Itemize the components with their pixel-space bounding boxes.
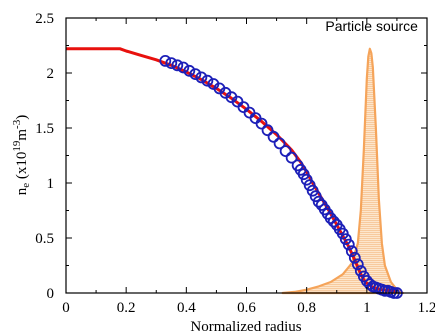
x-tick-label: 0.6 [237,300,256,316]
x-tick-label: 1.2 [418,300,435,316]
x-tick-label: 0.4 [177,300,196,316]
x-tick-label: 0.2 [117,300,136,316]
data-point [345,245,358,258]
data-point [312,195,325,208]
data-point [177,61,190,74]
y-tick-label: 2 [47,66,55,82]
data-point [285,151,298,164]
y-tick-label: 1 [47,176,55,192]
data-point [195,71,208,84]
x-tick-label: 0 [62,300,70,316]
y-tick-label: 1.5 [35,121,54,137]
y-axis-label: ne (x1019m-3) [11,115,32,195]
data-point [267,130,280,143]
data-point [279,145,292,158]
particle-source-label: Particle source [325,18,418,34]
data-point [348,251,361,264]
data-point [327,215,340,228]
plot-layer [66,47,405,299]
data-point [201,74,214,87]
data-point [273,137,286,150]
data-point [351,258,364,271]
axis-layer: 0 0.2 0.4 0.6 0.8 1 1.2 0 0.5 1 1.5 2 2.5 Particle so… [35,11,435,316]
data-point [324,212,337,225]
particle-source-area [281,47,405,295]
data-point [189,68,202,80]
y-tick-label: 2.5 [35,11,54,27]
data-point [255,117,268,130]
x-axis-label: Normalized radius [190,319,301,335]
y-tick-label: 0.5 [35,231,54,247]
data-point [363,278,376,291]
data-point [171,59,184,72]
data-point [165,57,178,69]
data-point [261,124,274,137]
x-tick-label: 0.8 [297,300,316,316]
data-point [342,238,355,251]
y-tick-label: 0 [47,286,55,302]
data-point [183,64,196,77]
data-point [159,55,172,67]
x-tick-label: 1 [363,300,371,316]
